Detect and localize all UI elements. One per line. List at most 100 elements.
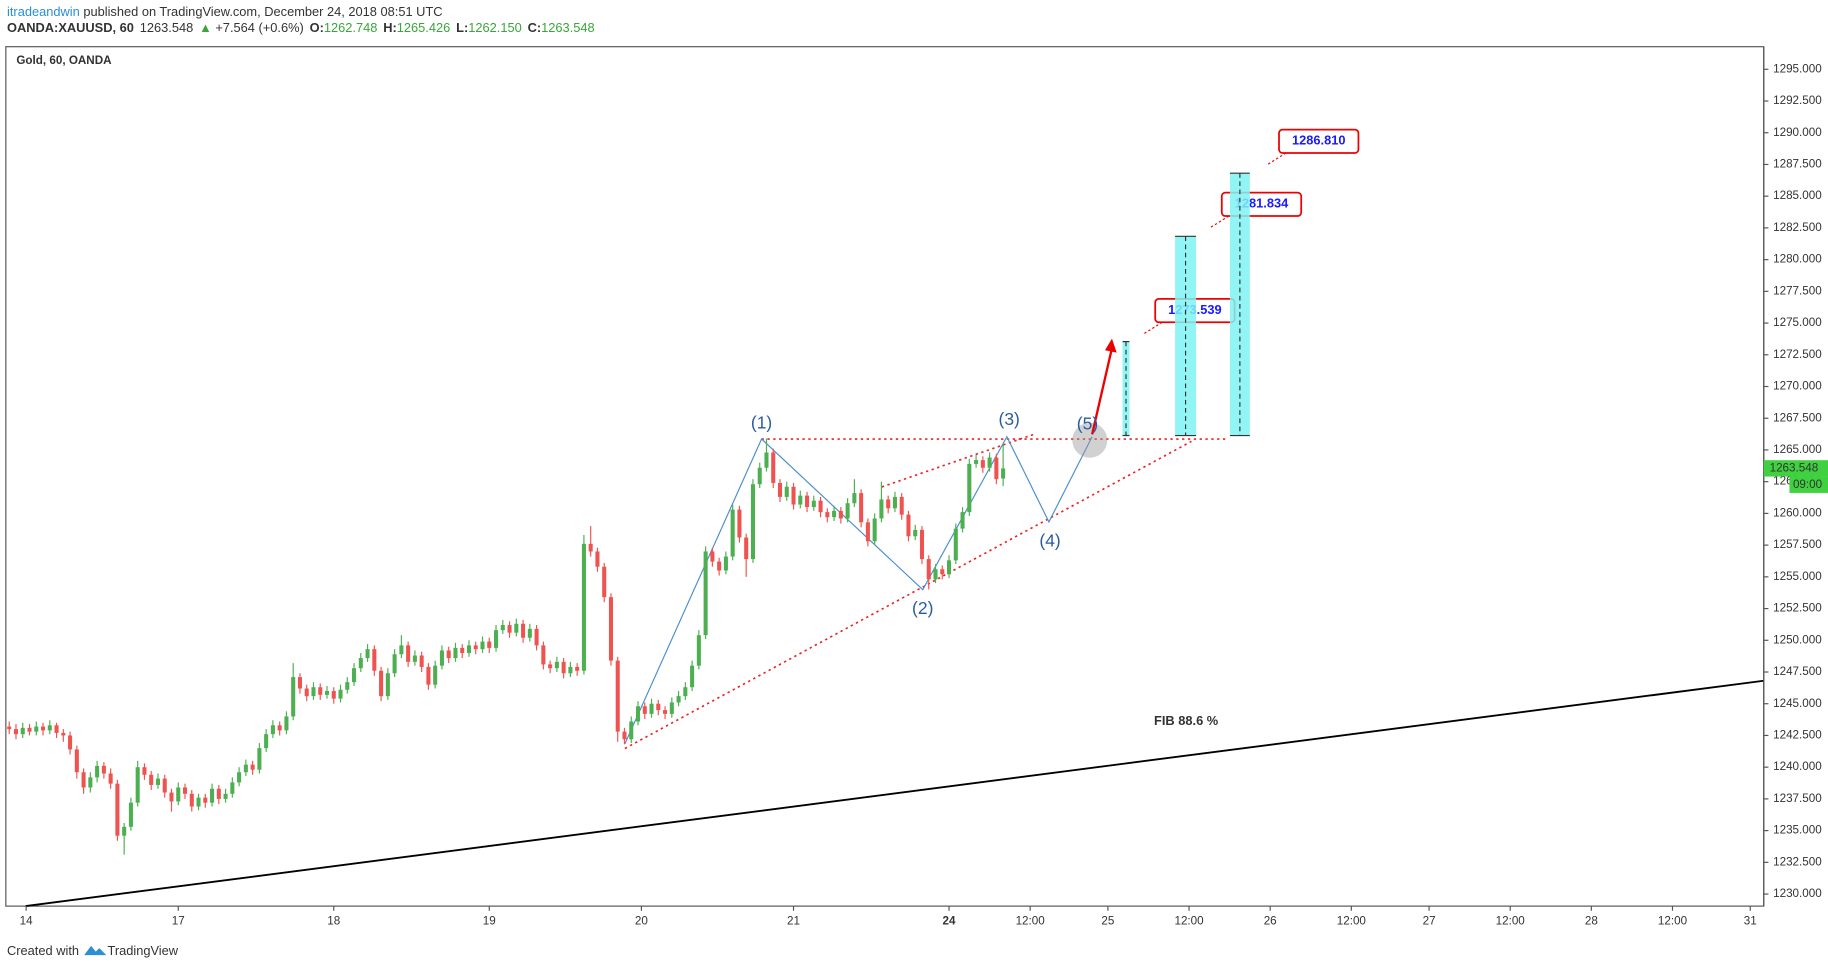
wave-label: (1)	[751, 412, 772, 432]
symbol: OANDA:XAUUSD, 60	[7, 21, 134, 36]
candle-body	[554, 661, 559, 669]
candle-body	[216, 788, 221, 799]
wave-label: (3)	[998, 409, 1019, 429]
y-tick-label: 1290.000	[1773, 126, 1822, 139]
y-tick-label: 1270.000	[1773, 380, 1822, 393]
y-tick-label: 1250.000	[1773, 633, 1822, 646]
candle-body	[40, 726, 46, 731]
x-tick-label: 12:00	[1658, 914, 1688, 927]
candle-body	[730, 509, 735, 557]
channel	[624, 433, 1227, 750]
y-tick-label: 1235.000	[1773, 824, 1822, 837]
candle-body	[947, 560, 952, 575]
candle-body	[68, 735, 73, 750]
candle-body	[635, 706, 641, 722]
candle-body	[433, 665, 438, 685]
candle-body	[899, 496, 904, 515]
candle-body	[439, 650, 444, 666]
y-tick-label: 1242.500	[1773, 729, 1822, 742]
candle-body	[629, 721, 634, 740]
candle-body	[832, 510, 837, 518]
candle-body	[54, 725, 59, 733]
candle-body	[717, 561, 722, 571]
candle-body	[595, 551, 600, 567]
footer-brand[interactable]: TradingView	[107, 943, 178, 958]
x-tick-label: 26	[1264, 914, 1277, 927]
y-tick-label: 1280.000	[1773, 253, 1822, 266]
h-label: H:	[383, 21, 397, 36]
candle-body	[676, 696, 681, 703]
candle-body	[13, 729, 19, 735]
x-tick-label: 12:00	[1016, 914, 1046, 927]
candle-body	[960, 512, 965, 529]
candle-body	[47, 725, 52, 731]
support-line	[624, 440, 1192, 750]
candle-body	[926, 559, 931, 580]
y-tick-label: 1277.500	[1773, 284, 1822, 297]
candle-body	[169, 792, 174, 802]
target-box	[1278, 128, 1360, 154]
published: published on TradingView.com, December 2…	[80, 4, 443, 19]
x-tick-label: 24	[943, 914, 956, 927]
y-tick-label: 1255.000	[1773, 570, 1822, 583]
candle-body	[642, 706, 647, 714]
candle-body	[521, 623, 526, 638]
y-tick-label: 1282.500	[1773, 221, 1822, 234]
candle-body	[906, 514, 911, 537]
candle-body	[460, 647, 465, 653]
open: 1262.748	[324, 21, 378, 36]
candle-body	[487, 641, 492, 648]
candle-body	[182, 787, 188, 794]
candle-body	[352, 668, 357, 683]
candle-body	[825, 512, 830, 518]
candle-body	[886, 499, 891, 509]
candle-body	[122, 826, 127, 836]
y-tick-label: 1257.500	[1773, 538, 1822, 551]
y-tick-label: 1275.000	[1773, 316, 1822, 329]
candle-body	[805, 495, 810, 508]
candle-body	[135, 767, 140, 803]
candle-body	[649, 703, 654, 714]
y-tick-label: 1260.000	[1773, 506, 1822, 519]
o-label: O:	[310, 21, 324, 36]
candle-body	[588, 543, 593, 552]
candle-body	[446, 650, 451, 659]
candle-body	[358, 658, 363, 669]
target-pointer	[1209, 215, 1230, 229]
candle-body	[663, 710, 668, 714]
x-tick-label: 19	[483, 914, 496, 927]
candle-body	[379, 670, 384, 697]
candle-body	[548, 664, 553, 669]
x-tick-label: 14	[20, 914, 33, 927]
wave-5-zone	[1072, 422, 1108, 458]
candle-body	[845, 503, 850, 519]
candle-body	[514, 623, 519, 633]
x-tick-label: 20	[635, 914, 648, 927]
candle-body	[967, 463, 972, 513]
y-tick-label: 1247.500	[1773, 665, 1822, 678]
candle-body	[277, 725, 282, 731]
c-label: C:	[528, 21, 542, 36]
candle-body	[953, 528, 958, 561]
candle-body	[270, 725, 275, 735]
candle-body	[974, 460, 979, 464]
candle-body	[703, 551, 708, 636]
candle-body	[690, 665, 695, 688]
candle-body	[568, 666, 573, 674]
candle-body	[345, 682, 350, 690]
candle-body	[27, 727, 32, 732]
candle-body	[81, 772, 86, 788]
x-tick-label: 18	[327, 914, 340, 927]
candle-body	[933, 569, 938, 580]
l-label: L:	[456, 21, 468, 36]
author[interactable]: itradeandwin	[7, 4, 80, 19]
candle-body	[297, 677, 302, 689]
y-tick-label: 1285.000	[1773, 189, 1822, 202]
candle-body	[737, 509, 742, 538]
candle-body	[304, 688, 309, 697]
x-tick-label: 12:00	[1496, 914, 1526, 927]
candle-body	[865, 522, 870, 542]
candle-body	[426, 666, 431, 685]
candle-body	[879, 499, 884, 519]
candle-body	[324, 691, 330, 695]
